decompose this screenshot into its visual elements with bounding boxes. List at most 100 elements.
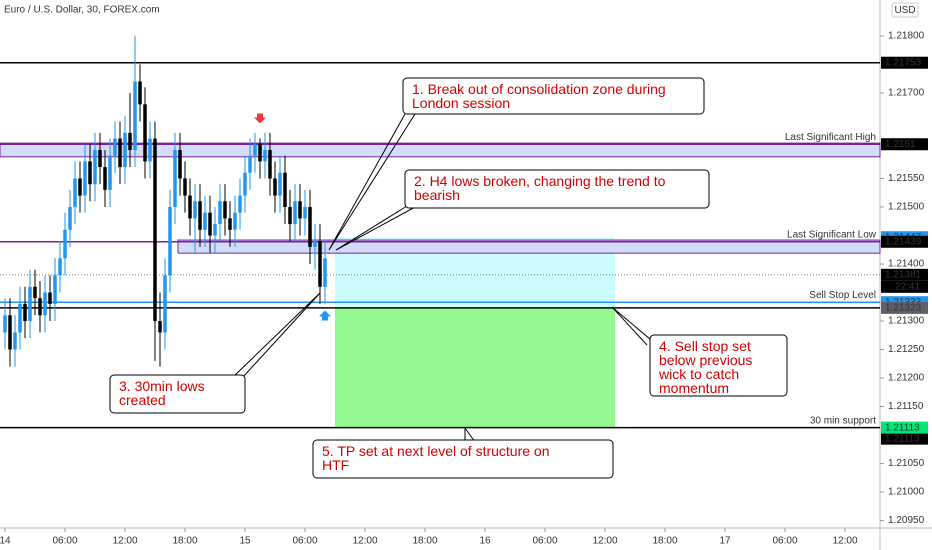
candle-body bbox=[283, 172, 287, 207]
price-tag-label: 1.21113 bbox=[885, 433, 920, 444]
price-tag-label: 1.21323 bbox=[885, 303, 922, 314]
price-tag bbox=[881, 301, 928, 314]
candle-body bbox=[113, 138, 117, 156]
candle-body bbox=[13, 332, 17, 350]
candle-body bbox=[93, 149, 97, 185]
x-tick-label: 17 bbox=[719, 536, 731, 547]
candle-body bbox=[258, 144, 262, 162]
callout-text: London session bbox=[412, 95, 510, 111]
candle-body bbox=[173, 149, 177, 207]
x-tick-label: 14 bbox=[0, 536, 11, 547]
candle-body bbox=[223, 201, 227, 219]
candle-body bbox=[213, 224, 217, 236]
candle-body bbox=[48, 292, 52, 304]
callout-text: below previous bbox=[659, 352, 752, 368]
candle-body bbox=[228, 218, 232, 230]
candle-body bbox=[303, 206, 307, 219]
countdown: 22:41 bbox=[895, 281, 920, 292]
y-tick-label: 1.21300 bbox=[888, 316, 925, 327]
candle-body bbox=[183, 178, 187, 196]
y-tick-label: 1.21050 bbox=[888, 458, 925, 469]
candle-body bbox=[158, 321, 162, 333]
candle-body bbox=[8, 315, 12, 350]
x-tick-label: 12:00 bbox=[112, 536, 137, 547]
candle-body bbox=[243, 172, 247, 196]
callout-text: 2. H4 lows broken, changing the trend to bbox=[414, 173, 666, 189]
price-tag bbox=[881, 432, 928, 445]
chart-title: Euro / U.S. Dollar, 30, FOREX.com bbox=[4, 5, 160, 16]
candle-body bbox=[138, 81, 142, 105]
price-tag bbox=[881, 138, 928, 151]
candle-body bbox=[83, 161, 87, 196]
candle-body bbox=[128, 132, 132, 150]
candle-body bbox=[318, 241, 322, 287]
level-name: Last Significant Low bbox=[787, 229, 877, 240]
callout-box bbox=[402, 77, 705, 115]
callout-box bbox=[404, 169, 710, 209]
candle-body bbox=[188, 195, 192, 219]
candle-body bbox=[308, 206, 312, 247]
candle-body bbox=[253, 144, 257, 156]
candle-body bbox=[88, 161, 92, 185]
level-name: 30 min support bbox=[810, 415, 876, 426]
price-tag-label: 1.21381 bbox=[885, 269, 922, 280]
x-tick-label: 18:00 bbox=[652, 536, 677, 547]
candle-body bbox=[153, 138, 157, 322]
arrow-marker bbox=[254, 113, 266, 124]
candle-body bbox=[293, 201, 297, 225]
candle-body bbox=[288, 206, 292, 225]
y-tick-label: 1.21700 bbox=[888, 88, 925, 99]
candle-body bbox=[108, 155, 112, 190]
callout-text: 4. Sell stop set bbox=[659, 338, 751, 354]
currency-button[interactable] bbox=[891, 2, 919, 18]
candle-body bbox=[323, 258, 327, 287]
callout-box bbox=[649, 334, 788, 397]
candle-body bbox=[168, 206, 172, 276]
candle-body bbox=[198, 201, 202, 230]
callout-text: HTF bbox=[322, 457, 349, 473]
x-tick-label: 16 bbox=[479, 536, 491, 547]
candle-body bbox=[268, 149, 272, 179]
y-tick-label: 1.21150 bbox=[888, 401, 924, 412]
candle-body bbox=[68, 206, 72, 230]
x-tick-label: 18:00 bbox=[172, 536, 197, 547]
candle-body bbox=[233, 212, 237, 230]
candle-body bbox=[18, 303, 22, 333]
candle-body bbox=[248, 155, 252, 173]
candle-body bbox=[133, 81, 137, 150]
x-tick-label: 06:00 bbox=[292, 536, 317, 547]
x-tick-label: 06:00 bbox=[52, 536, 77, 547]
price-tag-label: 1.21113 bbox=[885, 422, 920, 433]
candle-body bbox=[163, 275, 167, 333]
candle-body bbox=[273, 178, 277, 196]
candle-body bbox=[313, 241, 317, 247]
candle-body bbox=[63, 229, 67, 259]
candle-body bbox=[28, 286, 32, 322]
x-tick-label: 06:00 bbox=[772, 536, 797, 547]
currency[interactable]: USD bbox=[894, 5, 915, 16]
candle-body bbox=[143, 104, 147, 162]
callout-text: bearish bbox=[414, 187, 460, 203]
callout-pointer bbox=[328, 113, 416, 251]
level-name: Sell Stop Level bbox=[809, 290, 876, 301]
candle-body bbox=[193, 201, 197, 219]
callout-box bbox=[109, 374, 246, 414]
callout-text: 3. 30min lows bbox=[119, 378, 205, 394]
y-tick-label: 1.21550 bbox=[888, 173, 925, 184]
level-name: Last Significant High bbox=[785, 132, 876, 143]
candle-body bbox=[218, 201, 222, 225]
candle-body bbox=[3, 315, 7, 333]
y-tick-label: 1.21250 bbox=[888, 344, 925, 355]
candle-body bbox=[263, 149, 267, 162]
candle-body bbox=[178, 149, 182, 179]
candle-body bbox=[98, 149, 102, 168]
price-tag bbox=[881, 268, 928, 281]
candle-body bbox=[203, 212, 207, 230]
x-tick-label: 12:00 bbox=[592, 536, 617, 547]
reward-area bbox=[335, 307, 615, 428]
arrow-marker bbox=[319, 310, 331, 321]
callout-text: wick to catch bbox=[658, 366, 739, 382]
x-tick-label: 06:00 bbox=[532, 536, 557, 547]
callout-text: 5. TP set at next level of structure on bbox=[322, 443, 550, 459]
